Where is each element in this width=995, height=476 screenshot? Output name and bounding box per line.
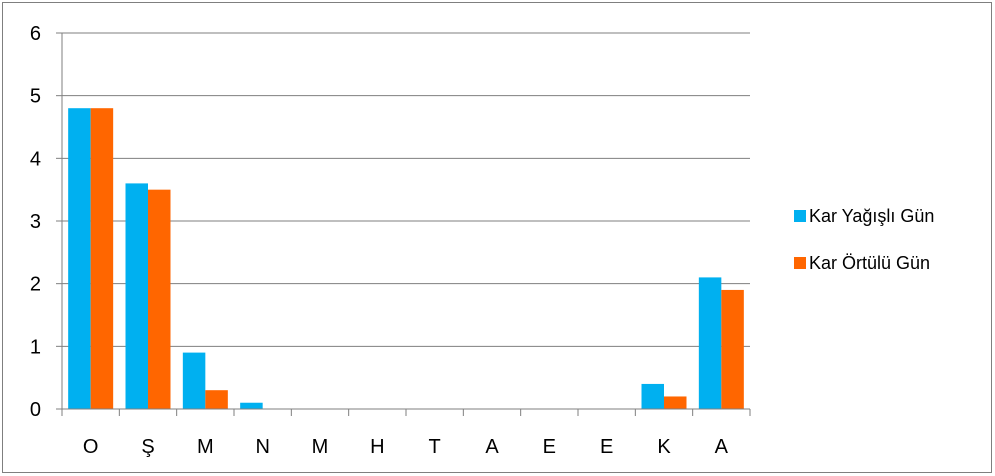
bar bbox=[182, 352, 206, 409]
legend: Kar Yağışlı Gün Kar Örtülü Gün bbox=[794, 206, 934, 273]
gridlines bbox=[62, 32, 750, 347]
x-tick-label: A bbox=[485, 436, 499, 458]
bar bbox=[698, 277, 722, 409]
bar bbox=[90, 108, 114, 409]
bar bbox=[125, 183, 148, 409]
x-tick-label: E bbox=[600, 436, 613, 458]
legend-label: Kar Örtülü Gün bbox=[809, 253, 930, 273]
x-tick-label: A bbox=[715, 436, 729, 458]
bars bbox=[68, 108, 744, 409]
x-tick-label: E bbox=[543, 436, 556, 458]
bar bbox=[240, 402, 263, 409]
x-tick-label: H bbox=[370, 436, 384, 458]
y-tick-labels: 0 1 2 3 4 5 6 bbox=[30, 23, 41, 421]
x-tick-label: N bbox=[255, 436, 269, 458]
x-tick-label: M bbox=[197, 436, 214, 458]
y-tick-label: 2 bbox=[30, 274, 41, 296]
y-tick-label: 1 bbox=[30, 336, 41, 358]
x-tick-label: O bbox=[83, 436, 99, 458]
legend-swatch bbox=[794, 210, 806, 222]
bar bbox=[148, 189, 171, 409]
axes bbox=[56, 32, 751, 416]
legend-label: Kar Yağışlı Gün bbox=[809, 206, 934, 226]
legend-swatch bbox=[794, 257, 806, 269]
y-tick-label: 5 bbox=[30, 86, 41, 108]
x-tick-label: T bbox=[429, 436, 441, 458]
x-tick-label: Ş bbox=[141, 436, 154, 458]
bar bbox=[664, 396, 687, 409]
y-tick-label: 3 bbox=[30, 211, 41, 233]
bar bbox=[641, 383, 664, 409]
bar bbox=[721, 289, 744, 409]
y-tick-label: 4 bbox=[30, 148, 41, 170]
y-tick-label: 6 bbox=[30, 23, 41, 45]
bar bbox=[68, 108, 91, 409]
y-tick-label: 0 bbox=[30, 399, 41, 421]
bar bbox=[205, 390, 228, 409]
x-tick-label: M bbox=[312, 436, 329, 458]
x-tick-label: K bbox=[657, 436, 671, 458]
